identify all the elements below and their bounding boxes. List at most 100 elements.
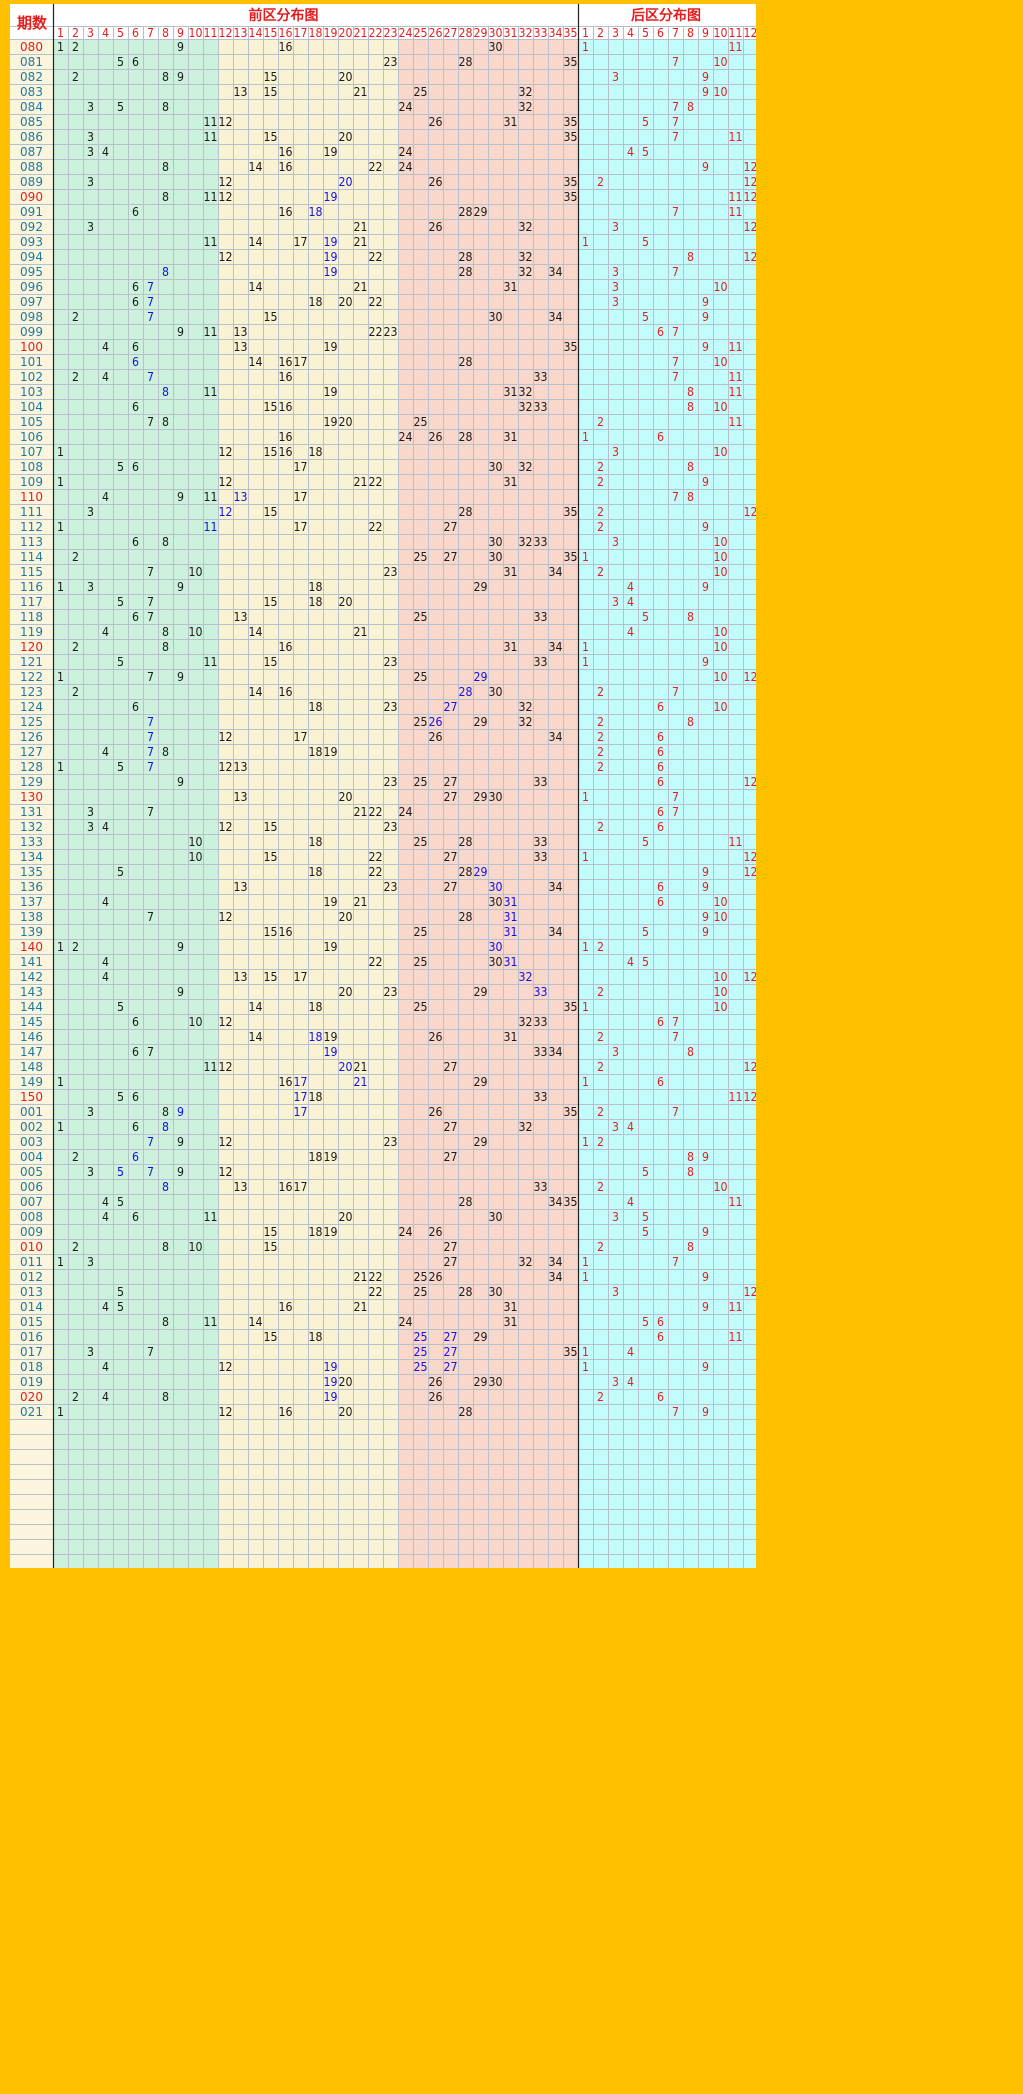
period-label: 017 xyxy=(20,1345,43,1359)
front-number: 15 xyxy=(264,400,278,414)
front-number: 16 xyxy=(279,1300,293,1314)
back-number: 11 xyxy=(729,1330,743,1344)
front-number: 15 xyxy=(264,505,278,519)
back-number: 10 xyxy=(714,1000,728,1014)
front-number: 10 xyxy=(189,625,203,639)
front-number: 5 xyxy=(117,100,124,114)
front-number: 26 xyxy=(429,715,443,729)
period-label: 016 xyxy=(20,1330,43,1344)
front-number: 20 xyxy=(339,1210,353,1224)
front-number: 6 xyxy=(132,460,139,474)
front-column-header: 33 xyxy=(534,26,548,40)
back-number: 4 xyxy=(627,625,634,639)
period-label: 111 xyxy=(20,505,43,519)
back-number: 9 xyxy=(702,70,709,84)
front-number: 35 xyxy=(564,130,578,144)
front-number: 10 xyxy=(189,850,203,864)
front-number: 33 xyxy=(534,400,548,414)
period-label: 020 xyxy=(20,1390,43,1404)
front-number: 17 xyxy=(294,1075,308,1089)
front-number: 28 xyxy=(459,910,473,924)
front-number: 12 xyxy=(219,730,233,744)
front-number: 20 xyxy=(339,130,353,144)
front-number: 10 xyxy=(189,1240,203,1254)
period-label: 101 xyxy=(20,355,43,369)
front-number: 19 xyxy=(324,415,338,429)
back-number: 12 xyxy=(744,1285,757,1299)
front-number: 27 xyxy=(444,1330,458,1344)
back-number: 1 xyxy=(582,550,589,564)
front-number: 19 xyxy=(324,145,338,159)
front-number: 12 xyxy=(219,445,233,459)
front-number: 8 xyxy=(162,1390,169,1404)
front-number: 24 xyxy=(399,145,413,159)
back-number: 9 xyxy=(702,910,709,924)
back-number: 9 xyxy=(702,475,709,489)
front-number: 9 xyxy=(177,325,184,339)
back-number: 7 xyxy=(672,490,679,504)
front-number: 27 xyxy=(444,550,458,564)
front-number: 28 xyxy=(459,505,473,519)
period-label: 144 xyxy=(20,1000,43,1014)
front-number: 9 xyxy=(177,490,184,504)
front-number: 1 xyxy=(57,580,64,594)
front-number: 15 xyxy=(264,655,278,669)
back-number: 6 xyxy=(657,1015,664,1029)
front-column-header: 27 xyxy=(444,26,458,40)
back-number: 3 xyxy=(612,70,619,84)
front-number: 10 xyxy=(189,1015,203,1029)
front-number: 16 xyxy=(279,1075,293,1089)
back-number: 4 xyxy=(627,955,634,969)
back-column-header: 10 xyxy=(714,26,728,40)
back-number: 6 xyxy=(657,1075,664,1089)
front-number: 33 xyxy=(534,1045,548,1059)
back-number: 9 xyxy=(702,295,709,309)
back-number: 5 xyxy=(642,1225,649,1239)
front-number: 20 xyxy=(339,70,353,84)
back-number: 1 xyxy=(582,790,589,804)
front-number: 23 xyxy=(384,565,398,579)
front-number: 2 xyxy=(72,550,79,564)
period-label: 140 xyxy=(20,940,43,954)
front-number: 19 xyxy=(324,1030,338,1044)
front-number: 26 xyxy=(429,1270,443,1284)
front-number: 28 xyxy=(459,355,473,369)
period-label: 093 xyxy=(20,235,43,249)
back-number: 2 xyxy=(597,475,604,489)
front-number: 35 xyxy=(564,175,578,189)
period-label: 139 xyxy=(20,925,43,939)
front-number: 3 xyxy=(87,805,94,819)
front-number: 22 xyxy=(369,295,383,309)
front-number: 20 xyxy=(339,295,353,309)
front-number: 30 xyxy=(489,40,503,54)
front-number: 28 xyxy=(459,55,473,69)
back-number: 8 xyxy=(687,1150,694,1164)
front-number: 22 xyxy=(369,520,383,534)
back-number: 2 xyxy=(597,1135,604,1149)
back-number: 6 xyxy=(657,430,664,444)
back-number: 8 xyxy=(687,460,694,474)
front-number: 16 xyxy=(279,370,293,384)
front-number: 29 xyxy=(474,670,488,684)
front-number: 15 xyxy=(264,85,278,99)
front-number: 11 xyxy=(204,1210,218,1224)
front-number: 2 xyxy=(72,70,79,84)
front-number: 14 xyxy=(249,685,263,699)
period-column-bg xyxy=(10,39,53,1568)
front-number: 21 xyxy=(354,1270,368,1284)
period-label: 118 xyxy=(20,610,43,624)
front-number: 33 xyxy=(534,835,548,849)
back-number: 9 xyxy=(702,1405,709,1419)
front-number: 20 xyxy=(339,790,353,804)
front-number: 2 xyxy=(72,1390,79,1404)
back-number: 12 xyxy=(744,670,757,684)
front-number: 18 xyxy=(309,595,323,609)
back-number: 9 xyxy=(702,580,709,594)
back-number: 7 xyxy=(672,55,679,69)
period-label: 084 xyxy=(20,100,43,114)
grid-lines xyxy=(10,26,756,1568)
back-number: 12 xyxy=(744,775,757,789)
front-number: 3 xyxy=(87,1105,94,1119)
front-number: 12 xyxy=(219,1135,233,1149)
front-number: 8 xyxy=(162,1315,169,1329)
